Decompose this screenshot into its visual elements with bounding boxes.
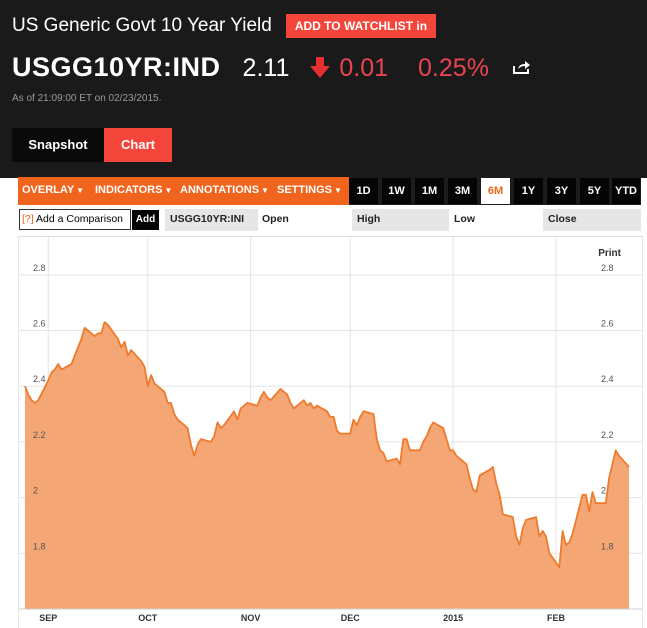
x-tick-label: FEB: [547, 613, 566, 623]
overlay-menu-label: OVERLAY: [22, 184, 75, 196]
x-tick-label: 2015: [443, 613, 463, 623]
ticker-symbol: USGG10YR:IND: [12, 52, 221, 82]
annotations-menu[interactable]: ANNOTATIONS ▼: [176, 177, 274, 205]
y-tick-label-left: 2.6: [33, 319, 46, 329]
yield-area: [25, 322, 629, 609]
last-price: 2.11: [242, 54, 290, 82]
percent-change: 0.25%: [418, 54, 489, 82]
net-change: 0.01: [339, 54, 389, 82]
range-3m-button[interactable]: 3M: [448, 178, 477, 204]
price-chart-svg[interactable]: 2.8 2.8 2.6 2.6 2.4 2.4 2.2 2.2 2 2 1.8 1.8 SEP OCT NO…: [19, 237, 642, 628]
comparison-row: [?] Add a Comparison Add USGG10YR:INI Op…: [18, 208, 641, 232]
y-tick-label-right: 1.8: [601, 541, 614, 551]
range-1m-button[interactable]: 1M: [415, 178, 444, 204]
down-arrow-icon: [309, 57, 331, 84]
range-3y-button[interactable]: 3Y: [547, 178, 576, 204]
tab-snapshot[interactable]: Snapshot: [12, 128, 104, 162]
range-1y-button[interactable]: 1Y: [514, 178, 543, 204]
annotations-menu-label: ANNOTATIONS: [180, 184, 260, 196]
y-tick-label-right: 2.6: [601, 319, 614, 329]
low-label: Low: [454, 213, 475, 225]
caret-down-icon: ▼: [76, 186, 85, 195]
help-icon[interactable]: [?]: [22, 213, 34, 225]
add-to-watchlist-button[interactable]: ADD TO WATCHLIST in: [285, 14, 437, 38]
price-chart[interactable]: 2.8 2.8 2.6 2.6 2.4 2.4 2.2 2.2 2 2 1.8 1.8 SEP OCT NO…: [18, 236, 643, 628]
chart-toolbar: OVERLAY ▼ INDICATORS ▼ ANNOTATIONS ▼ SETTIN…: [18, 177, 641, 205]
range-1w-button[interactable]: 1W: [382, 178, 411, 204]
print-link[interactable]: Print: [598, 248, 621, 259]
y-tick-label-left: 2.4: [33, 374, 46, 384]
view-tabs: Snapshot Chart: [12, 128, 172, 162]
range-6m-button[interactable]: 6M: [481, 178, 510, 204]
x-tick-label: NOV: [241, 613, 261, 623]
quote-row: USGG10YR:IND 2.11 0.01 0.25%: [12, 52, 531, 83]
y-tick-label-left: 1.8: [33, 541, 46, 551]
indicators-menu-label: INDICATORS: [95, 184, 163, 196]
open-label: Open: [262, 213, 289, 225]
add-comparison-button[interactable]: Add: [132, 210, 159, 230]
settings-menu-label: SETTINGS: [277, 184, 333, 196]
y-tick-label-left: 2: [33, 486, 38, 496]
range-1d-button[interactable]: 1D: [349, 178, 378, 204]
range-ytd-button[interactable]: YTD: [612, 178, 640, 204]
overlay-menu[interactable]: OVERLAY ▼: [18, 177, 91, 205]
page-title: US Generic Govt 10 Year Yield: [12, 15, 272, 36]
as-of-timestamp: As of 21:09:00 ET on 02/23/2015.: [12, 93, 162, 104]
x-tick-label: DEC: [341, 613, 361, 623]
caret-down-icon: ▼: [334, 186, 342, 195]
x-tick-label: SEP: [39, 613, 57, 623]
high-label: High: [352, 209, 449, 231]
range-5y-button[interactable]: 5Y: [580, 178, 609, 204]
y-tick-label-left: 2.2: [33, 430, 46, 440]
indicators-menu[interactable]: INDICATORS ▼: [91, 177, 177, 205]
yield-line: [24, 321, 630, 569]
y-tick-label-right: 2.8: [601, 263, 614, 273]
close-label: Close: [543, 209, 641, 231]
caret-down-icon: ▼: [261, 186, 269, 195]
y-tick-label-right: 2: [601, 486, 606, 496]
title-row: US Generic Govt 10 Year Yield ADD TO WAT…: [12, 14, 437, 38]
share-icon[interactable]: [512, 60, 531, 79]
settings-menu[interactable]: SETTINGS ▼: [273, 177, 349, 205]
y-tick-label-left: 2.8: [33, 263, 46, 273]
symbol-label: USGG10YR:INI: [165, 209, 258, 231]
y-tick-label-right: 2.4: [601, 374, 614, 384]
add-comparison-input[interactable]: [?] Add a Comparison: [19, 209, 131, 230]
add-comparison-placeholder: Add a Comparison: [36, 213, 123, 225]
quote-header: US Generic Govt 10 Year Yield ADD TO WAT…: [0, 0, 647, 178]
x-tick-label: OCT: [138, 613, 158, 623]
caret-down-icon: ▼: [164, 186, 173, 195]
y-tick-label-right: 2.2: [601, 430, 614, 440]
tab-chart[interactable]: Chart: [104, 128, 172, 162]
